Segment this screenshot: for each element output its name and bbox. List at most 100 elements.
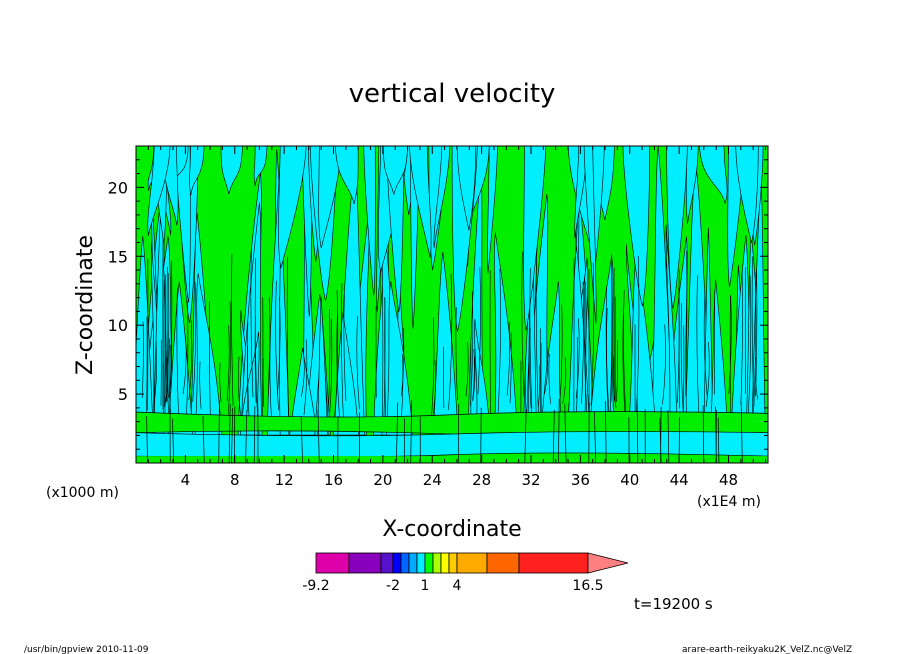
contour-line <box>747 275 752 420</box>
contour-line <box>535 248 540 420</box>
contour-line <box>575 318 580 399</box>
contour-field <box>136 146 768 463</box>
contour-line <box>740 272 743 405</box>
surface-positive-strip <box>136 456 768 463</box>
contour-line <box>705 341 710 408</box>
contour-line <box>334 290 339 422</box>
surface-contour <box>245 410 248 463</box>
contour-line <box>176 287 180 420</box>
colorbar-segment <box>380 552 394 574</box>
contour-line <box>401 328 405 397</box>
contour-line <box>729 296 732 422</box>
contour-line <box>231 254 234 406</box>
contour-line <box>286 256 290 420</box>
contour-line <box>497 268 501 418</box>
contour-line <box>605 286 609 415</box>
x-unit-left: (x1000 m) <box>46 485 119 501</box>
surface-contour <box>146 416 148 463</box>
contour-line <box>584 281 587 419</box>
contour-line <box>521 251 525 397</box>
surface-contour <box>667 409 670 463</box>
contour-line <box>261 297 264 421</box>
upper-streak <box>363 146 376 296</box>
contour-line <box>544 346 549 394</box>
contour-line <box>506 321 510 396</box>
upper-streak <box>220 146 243 195</box>
surface-contour <box>552 409 555 463</box>
contour-line <box>606 307 610 412</box>
surface-contour <box>564 403 567 463</box>
upper-streak <box>383 146 408 195</box>
colorbar-segment <box>408 552 418 574</box>
surface-contour <box>717 417 720 463</box>
contour-line <box>343 295 347 401</box>
surface-contour <box>218 400 220 463</box>
contour-line <box>182 334 187 395</box>
footer-program: /usr/bin/gpview 2010-11-09 <box>24 645 149 654</box>
contour-line <box>548 353 551 404</box>
contour-line <box>509 332 512 404</box>
contour-line <box>277 297 281 395</box>
surface-contour <box>605 401 607 463</box>
x-tick-label: 36 <box>571 471 590 489</box>
contour-line <box>192 281 197 402</box>
contour-line <box>529 268 533 409</box>
upper-streak <box>735 146 759 243</box>
upper-streak <box>147 146 171 236</box>
upper-streak <box>189 146 205 196</box>
contour-line <box>616 340 618 403</box>
contour-line <box>680 302 684 415</box>
downdraft-plume <box>432 252 459 436</box>
contour-line <box>146 316 148 421</box>
contour-line <box>583 275 588 414</box>
contour-line <box>165 350 168 402</box>
y-tick-label: 10 <box>108 316 128 335</box>
upper-streak <box>487 146 498 274</box>
contour-line <box>166 273 170 403</box>
surface-contour <box>396 402 399 463</box>
colorbar-segment <box>315 552 350 574</box>
upper-streak <box>456 146 477 231</box>
colorbar: -9.2 -2 1 4 16.5 <box>302 552 629 594</box>
contour-line <box>237 356 242 421</box>
upper-streak <box>409 146 432 258</box>
contour-line <box>209 301 211 419</box>
colorbar-segment <box>440 552 450 574</box>
x-axis-label: X-coordinate <box>382 517 521 542</box>
colorbar-segment <box>348 552 382 574</box>
upper-streak <box>335 146 359 205</box>
contour-line <box>538 365 541 407</box>
positive-band <box>136 411 768 437</box>
contour-line <box>622 314 626 412</box>
negative-surface-layer <box>136 431 768 458</box>
colorbar-tick-label: 4 <box>453 578 462 594</box>
contour-line <box>226 325 230 401</box>
y-axis-label: Z-coordinate <box>73 235 98 375</box>
contour-line <box>728 295 732 395</box>
contour-line <box>610 335 613 402</box>
contour-line <box>219 362 222 402</box>
contour-line <box>188 320 193 401</box>
downdraft-plume <box>136 236 154 436</box>
contour-line <box>662 324 666 405</box>
contour-line <box>262 358 265 407</box>
x-tick-label: 24 <box>423 471 442 489</box>
x-tick-label: 16 <box>324 471 343 489</box>
plot-area <box>135 145 769 464</box>
downdraft-plume <box>540 281 562 436</box>
contour-line <box>562 357 567 404</box>
downdraft-plume <box>167 281 194 436</box>
y-axis: 5 10 15 20 <box>108 159 768 450</box>
contour-line <box>199 361 202 410</box>
footer-file: arare-earth-reikyaku2K_VelZ.nc@VelZ <box>682 645 852 654</box>
y-tick-label: 5 <box>118 385 128 404</box>
surface-contour <box>228 404 231 463</box>
surface-contour <box>300 416 303 463</box>
surface-contour <box>594 411 597 463</box>
contour-line <box>153 340 157 407</box>
contour-line <box>448 273 453 410</box>
contour-line <box>141 321 144 398</box>
colorbar-segment <box>424 552 434 574</box>
colorbar-tick-label: 16.5 <box>572 578 603 594</box>
surface-contour <box>172 418 174 463</box>
